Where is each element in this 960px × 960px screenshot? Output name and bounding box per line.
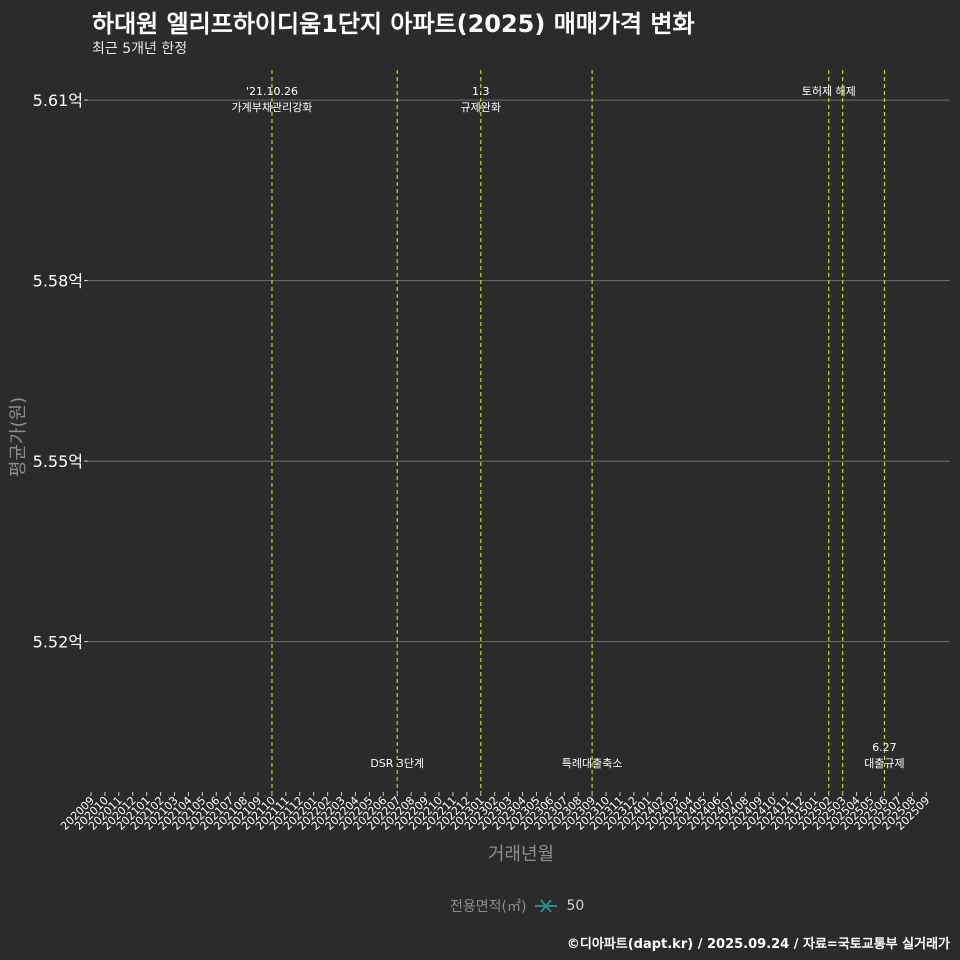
event-label: '21.10.26 [246, 85, 298, 98]
event-label: 대출규제 [864, 757, 904, 770]
event-label: 규제완화 [461, 101, 501, 114]
y-tick-label: 5.52억 [33, 633, 83, 652]
event-label: 특례대출축소 [562, 757, 623, 770]
legend-item-label: 50 [566, 898, 585, 914]
x-axis-title: 거래년월 [488, 844, 554, 865]
y-tick-label: 5.61억 [33, 91, 83, 110]
event-label: 6.27 [872, 741, 897, 754]
event-label: 1.3 [472, 85, 490, 98]
event-label: 토허제 해제 [802, 84, 856, 98]
legend-title: 전용면적(㎡) [450, 899, 527, 915]
legend-key-icon [535, 899, 558, 913]
chart-subtitle: 최근 5개년 한정 [92, 41, 188, 57]
source-caption: ©디아파트(dapt.kr) / 2025.09.24 / 자료=국토교통부 실… [566, 937, 950, 952]
y-tick-label: 5.55억 [33, 452, 83, 471]
y-axis-title: 평균가(원) [8, 397, 29, 477]
chart-title: 하대원 엘리프하이디움1단지 아파트(2025) 매매가격 변화 [92, 10, 695, 38]
legend: 전용면적(㎡) 50 [450, 896, 584, 916]
event-label: DSR 3단계 [370, 757, 424, 770]
event-label: 가계부채관리강화 [231, 101, 312, 114]
y-tick-label: 5.58억 [33, 272, 83, 291]
